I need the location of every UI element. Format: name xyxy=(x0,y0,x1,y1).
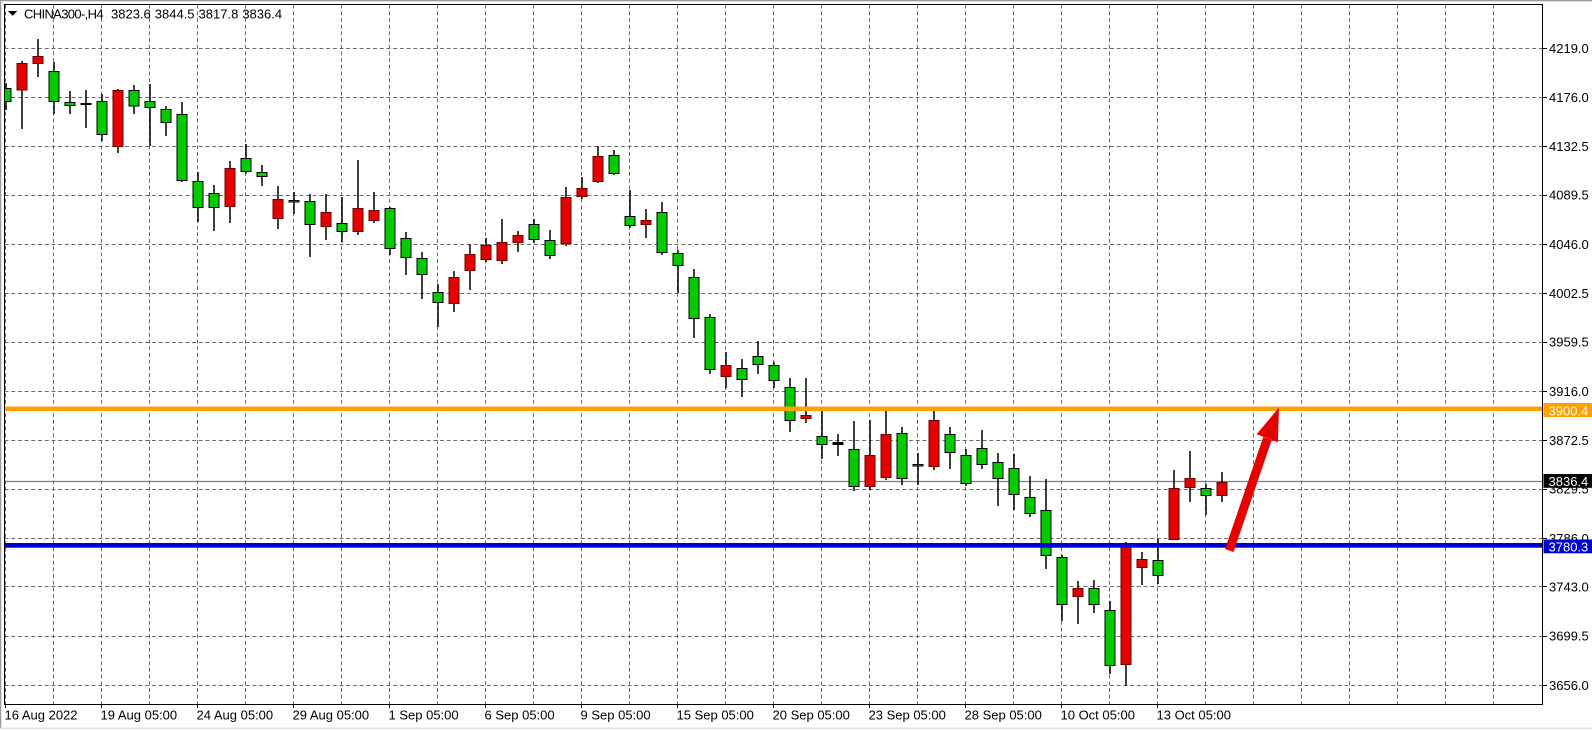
svg-text:6 Sep 05:00: 6 Sep 05:00 xyxy=(485,708,555,723)
svg-text:1 Sep 05:00: 1 Sep 05:00 xyxy=(389,708,459,723)
svg-text:3743.0: 3743.0 xyxy=(1549,580,1589,595)
svg-text:20 Sep 05:00: 20 Sep 05:00 xyxy=(773,708,850,723)
svg-text:3916.0: 3916.0 xyxy=(1549,384,1589,399)
svg-text:29 Aug 05:00: 29 Aug 05:00 xyxy=(293,708,370,723)
svg-text:4132.5: 4132.5 xyxy=(1549,139,1589,154)
svg-text:4219.0: 4219.0 xyxy=(1549,41,1589,56)
svg-text:23 Sep 05:00: 23 Sep 05:00 xyxy=(869,708,946,723)
svg-text:3699.5: 3699.5 xyxy=(1549,629,1589,644)
svg-text:3780.3: 3780.3 xyxy=(1549,539,1589,554)
svg-text:3656.0: 3656.0 xyxy=(1549,678,1589,693)
svg-text:24 Aug 05:00: 24 Aug 05:00 xyxy=(197,708,274,723)
svg-text:3959.5: 3959.5 xyxy=(1549,335,1589,350)
svg-text:3900.4: 3900.4 xyxy=(1549,403,1589,418)
svg-text:19 Aug 05:00: 19 Aug 05:00 xyxy=(101,708,178,723)
svg-text:4002.5: 4002.5 xyxy=(1549,286,1589,301)
svg-text:3836.4: 3836.4 xyxy=(1549,474,1589,489)
svg-text:15 Sep 05:00: 15 Sep 05:00 xyxy=(677,708,754,723)
svg-text:3872.5: 3872.5 xyxy=(1549,433,1589,448)
svg-text:CHINA300-,H4: CHINA300-,H4 xyxy=(24,7,103,22)
svg-text:4089.5: 4089.5 xyxy=(1549,188,1589,203)
svg-text:10 Oct 05:00: 10 Oct 05:00 xyxy=(1061,708,1135,723)
svg-text:3823.6 3844.5 3817.8 3836.4: 3823.6 3844.5 3817.8 3836.4 xyxy=(111,7,282,22)
svg-text:28 Sep 05:00: 28 Sep 05:00 xyxy=(965,708,1042,723)
svg-text:9 Sep 05:00: 9 Sep 05:00 xyxy=(581,708,651,723)
svg-text:16 Aug 2022: 16 Aug 2022 xyxy=(5,708,78,723)
svg-text:13 Oct 05:00: 13 Oct 05:00 xyxy=(1157,708,1231,723)
svg-text:4176.0: 4176.0 xyxy=(1549,90,1589,105)
svg-text:4046.0: 4046.0 xyxy=(1549,237,1589,252)
